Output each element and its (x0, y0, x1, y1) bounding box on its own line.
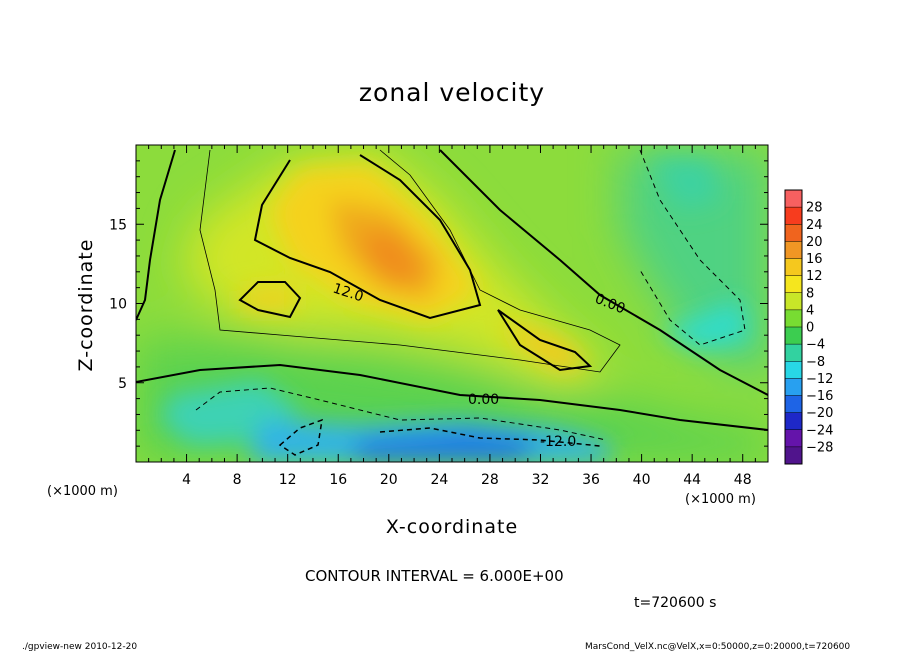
x-tick-label-6: 28 (481, 472, 499, 488)
contour-m12-dashed (379, 427, 601, 447)
contour-0-upper (439, 149, 768, 396)
colorbar-swatch-2 (785, 224, 802, 242)
contour-6-thin (199, 149, 621, 373)
contour-12-small (238, 281, 302, 319)
colorbar-label-9: −8 (806, 355, 825, 370)
colorbar-label-10: −12 (806, 372, 833, 387)
colorbar-label-1: 24 (806, 218, 823, 233)
footer-source: MarsCond_VelX.nc@VelX,x=0:50000,z=0:2000… (585, 642, 851, 652)
x-tick-label-7: 32 (532, 472, 550, 488)
colorbar-swatch-5 (785, 275, 802, 294)
colorbar-label-14: −28 (806, 440, 833, 455)
y-tick-label-2: 15 (109, 217, 127, 233)
colorbar-swatch-8 (785, 327, 802, 345)
colorbar-swatch-12 (785, 395, 802, 414)
contour-interval-text: CONTOUR INTERVAL = 6.000E+00 (305, 567, 564, 585)
colorbar-swatch-14 (785, 429, 802, 448)
x-tick-label-8: 36 (582, 472, 600, 488)
x-tick-label-10: 44 (683, 472, 701, 488)
contour-lines (136, 149, 768, 456)
velocity-field (136, 145, 768, 462)
time-label: t=720600 s (634, 595, 717, 611)
x-unit-label-left: (×1000 m) (47, 484, 118, 499)
colorbar-swatch-6 (785, 292, 802, 311)
x-axis-label: X-coordinate (385, 516, 519, 538)
contour-12-tail (497, 309, 593, 372)
x-tick-label-5: 24 (430, 472, 448, 488)
contour-0-lower (136, 363, 768, 431)
contour-label-0-lower: 0.00 (468, 392, 499, 408)
x-tick-label-2: 12 (279, 472, 297, 488)
colorbar-label-7: 0 (806, 321, 814, 336)
colorbar-swatch-10 (785, 361, 802, 379)
x-tick-label-9: 40 (633, 472, 651, 488)
colorbar-label-0: 28 (806, 201, 823, 216)
colorbar-label-2: 20 (806, 235, 823, 250)
colorbar-label-5: 8 (806, 286, 814, 301)
footer-program: ./gpview-new 2010-12-20 (22, 642, 138, 652)
colorbar-label-11: −16 (806, 389, 833, 404)
colorbar-swatch-7 (785, 309, 802, 328)
colorbar-label-4: 12 (806, 269, 823, 284)
x-tick-label-4: 20 (380, 472, 398, 488)
colorbar-label-8: −4 (806, 338, 825, 353)
colorbar-swatch-9 (785, 344, 802, 362)
chart-title: zonal velocity (358, 78, 546, 107)
y-axis: 5 10 15 (109, 160, 768, 447)
colorbar: 28 24 20 16 12 8 4 0 −4 −8 −12 −16 −20 −24 −28 (784, 189, 833, 465)
x-tick-label-11: 48 (734, 472, 752, 488)
colorbar-label-6: 4 (806, 303, 814, 318)
contour-m12-left (278, 418, 323, 456)
colorbar-swatch-13 (785, 412, 802, 431)
colorbar-swatch-0 (785, 190, 802, 208)
colorbar-swatch-1 (785, 207, 802, 225)
colorbar-swatch-11 (785, 378, 802, 396)
colorbar-label-3: 16 (806, 252, 823, 267)
x-tick-label-1: 8 (233, 472, 242, 488)
contour-m6-dashed (195, 387, 607, 441)
y-tick-label-0: 5 (118, 376, 127, 392)
colorbar-label-12: −20 (806, 406, 833, 421)
x-tick-label-0: 4 (182, 472, 191, 488)
colorbar-swatch-4 (785, 258, 802, 277)
colorbar-swatch-15 (785, 446, 802, 465)
contour-label-m12: -12.0 (540, 434, 576, 450)
contour-12-main (253, 154, 482, 320)
colorbar-swatch-3 (785, 241, 802, 259)
x-tick-label-3: 16 (329, 472, 347, 488)
y-tick-label-1: 10 (109, 297, 127, 313)
x-unit-label-right: (×1000 m) (685, 492, 756, 507)
contour-m6-right (639, 149, 746, 346)
contour-0-left (136, 149, 176, 321)
x-axis: 4 8 12 16 20 24 28 32 36 40 44 48 (148, 145, 756, 488)
colorbar-label-13: −24 (806, 423, 833, 438)
